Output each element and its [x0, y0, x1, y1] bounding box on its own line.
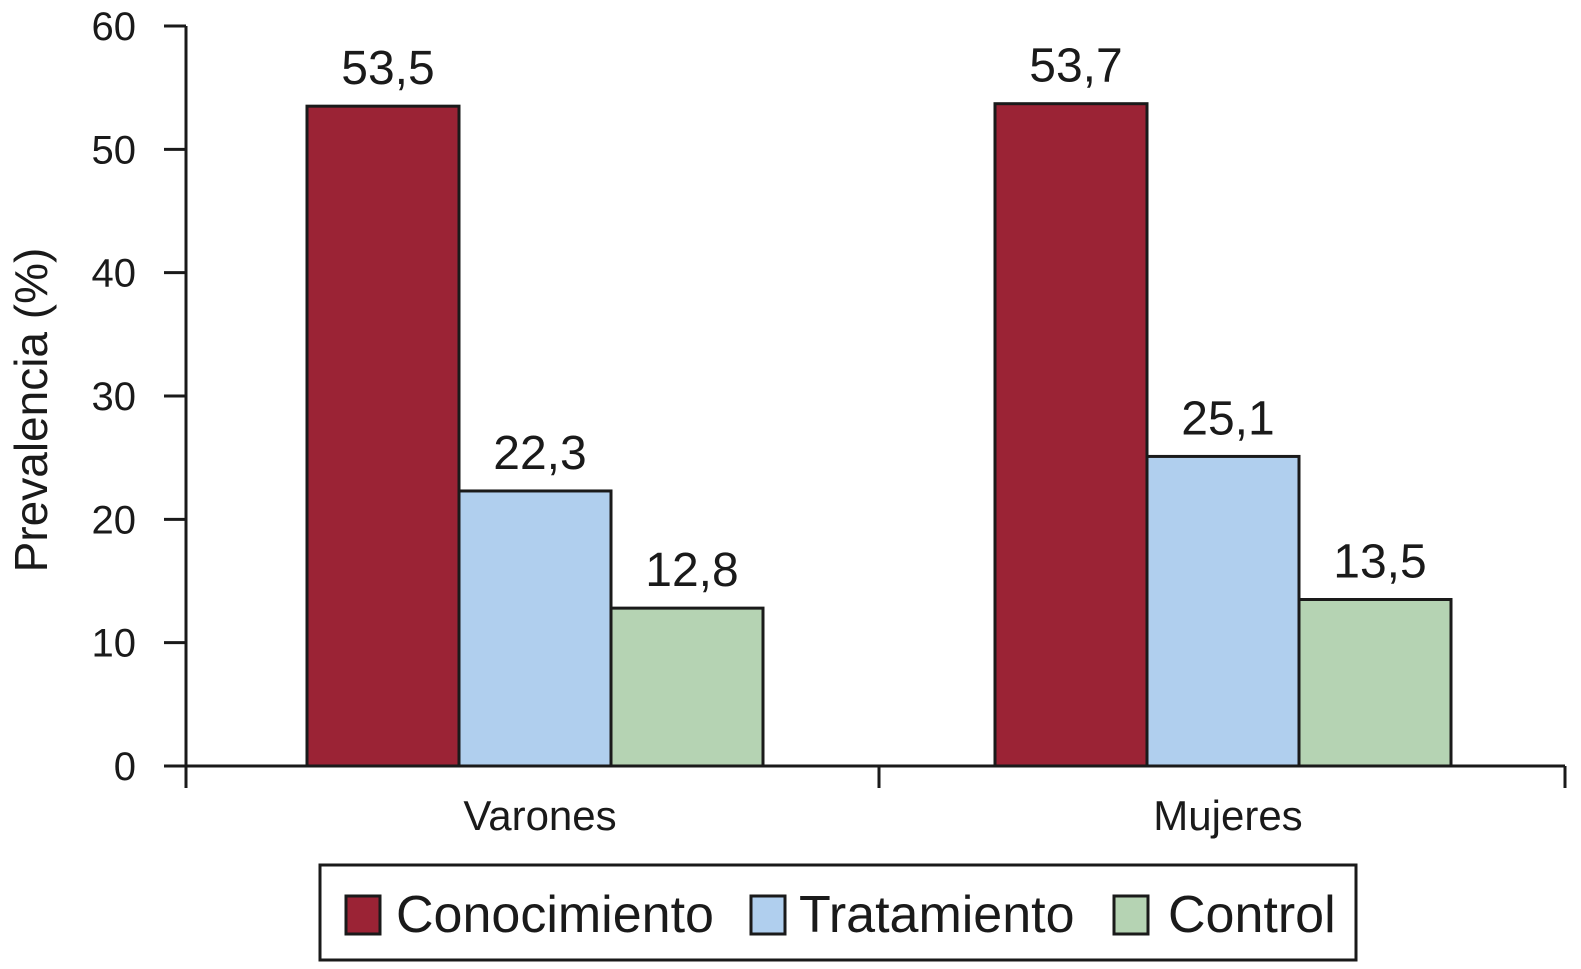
y-axis-title: Prevalencia (%)	[5, 248, 57, 573]
y-tick-label: 0	[114, 745, 136, 789]
plot-area: 53,5 22,3 12,8 53,7 25,1 13,5	[305, 40, 1453, 768]
x-category-label: Mujeres	[1153, 792, 1302, 839]
bar-tratamiento-mujeres	[1145, 454, 1301, 768]
bar-tratamiento-varones	[457, 489, 613, 768]
x-category-label: Varones	[463, 792, 616, 839]
legend-label-tratamiento: Tratamiento	[799, 886, 1075, 944]
legend-box	[318, 863, 1358, 962]
bar-conocimiento-varones	[305, 104, 461, 768]
legend: Conocimiento Tratamiento Control	[318, 863, 1358, 962]
bar-control-varones	[609, 606, 765, 768]
y-tick-label: 20	[92, 498, 137, 542]
y-tick-label: 50	[92, 128, 137, 172]
legend-label-conocimiento: Conocimiento	[396, 886, 714, 944]
legend-swatch-control	[1112, 894, 1150, 936]
data-label: 25,1	[1181, 392, 1274, 445]
y-tick-label: 40	[92, 252, 137, 296]
legend-label-control: Control	[1168, 886, 1336, 944]
bar-conocimiento-mujeres	[993, 102, 1149, 768]
data-label: 22,3	[493, 427, 586, 480]
legend-swatch-tratamiento	[749, 894, 787, 936]
legend-swatch-conocimiento	[344, 894, 382, 936]
y-tick-label: 10	[92, 622, 137, 666]
bar-control-mujeres	[1297, 598, 1453, 768]
axes: 0 10 20 30 40 50 60 Varones Mujeres	[92, 5, 1567, 839]
y-tick-label: 60	[92, 5, 137, 49]
data-label: 53,5	[341, 42, 434, 95]
data-label: 53,7	[1029, 40, 1122, 93]
data-label: 12,8	[645, 544, 738, 597]
data-label: 13,5	[1333, 536, 1426, 589]
y-tick-label: 30	[92, 375, 137, 419]
